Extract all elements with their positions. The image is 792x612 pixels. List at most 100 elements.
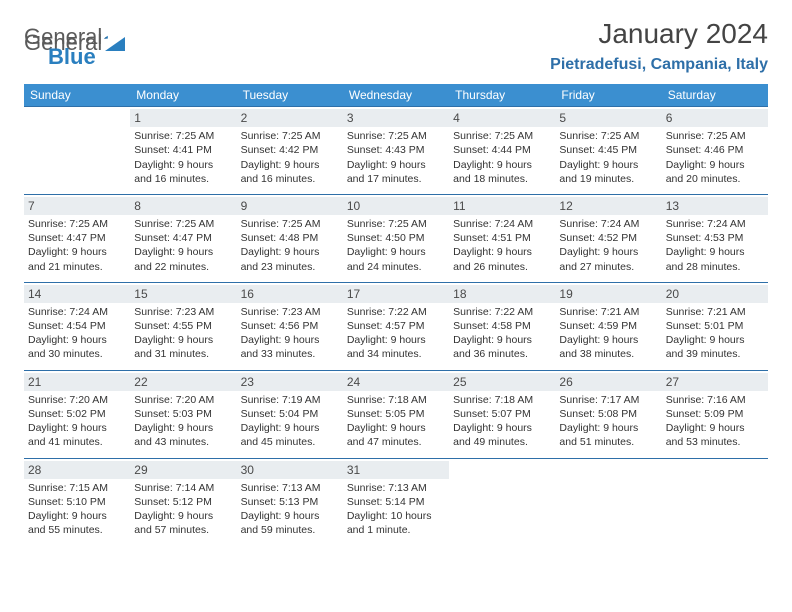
weekday-header: Wednesday: [343, 84, 449, 106]
empty-cell: [24, 106, 130, 194]
day-number: 22: [130, 373, 236, 391]
day-number: 10: [343, 197, 449, 215]
day-details: Sunrise: 7:25 AMSunset: 4:48 PMDaylight:…: [241, 217, 339, 274]
day-details: Sunrise: 7:25 AMSunset: 4:47 PMDaylight:…: [134, 217, 232, 274]
day-details: Sunrise: 7:25 AMSunset: 4:47 PMDaylight:…: [28, 217, 126, 274]
weekday-header: Saturday: [662, 84, 768, 106]
day-number: 25: [449, 373, 555, 391]
day-number: 24: [343, 373, 449, 391]
day-number: 31: [343, 461, 449, 479]
day-details: Sunrise: 7:17 AMSunset: 5:08 PMDaylight:…: [559, 393, 657, 450]
weekday-header: Tuesday: [237, 84, 343, 106]
day-number: 27: [662, 373, 768, 391]
day-details: Sunrise: 7:18 AMSunset: 5:07 PMDaylight:…: [453, 393, 551, 450]
title-block: January 2024 Pietradefusi, Campania, Ita…: [550, 18, 768, 74]
weekday-header: Thursday: [449, 84, 555, 106]
day-cell: 2 Sunrise: 7:25 AMSunset: 4:42 PMDaylight…: [237, 106, 343, 194]
day-cell: 7Sunrise: 7:25 AMSunset: 4:47 PMDaylight…: [24, 194, 130, 282]
empty-cell: [449, 458, 555, 546]
day-cell: 6 Sunrise: 7:25 AMSunset: 4:46 PMDaylight…: [662, 106, 768, 194]
logo-blue: Blue: [48, 44, 96, 70]
day-number: 15: [130, 285, 236, 303]
day-cell: 11 Sunrise: 7:24 AMSunset: 4:51 PMDayligh…: [449, 194, 555, 282]
day-number: 9: [237, 197, 343, 215]
day-details: Sunrise: 7:20 AMSunset: 5:03 PMDaylight:…: [134, 393, 232, 450]
day-details: Sunrise: 7:24 AMSunset: 4:54 PMDaylight:…: [28, 305, 126, 362]
day-details: Sunrise: 7:22 AMSunset: 4:57 PMDaylight:…: [347, 305, 445, 362]
location: Pietradefusi, Campania, Italy: [550, 56, 768, 74]
day-details: Sunrise: 7:25 AMSunset: 4:41 PMDaylight:…: [134, 129, 232, 186]
day-cell: 19 Sunrise: 7:21 AMSunset: 4:59 PMDayligh…: [555, 282, 661, 370]
day-details: Sunrise: 7:19 AMSunset: 5:04 PMDaylight:…: [241, 393, 339, 450]
day-cell: 20 Sunrise: 7:21 AMSunset: 5:01 PMDayligh…: [662, 282, 768, 370]
day-details: Sunrise: 7:23 AMSunset: 4:55 PMDaylight:…: [134, 305, 232, 362]
day-cell: 4 Sunrise: 7:25 AMSunset: 4:44 PMDaylight…: [449, 106, 555, 194]
day-number: 5: [555, 109, 661, 127]
empty-cell: [662, 458, 768, 546]
day-number: 1: [130, 109, 236, 127]
day-number: 21: [24, 373, 130, 391]
day-details: Sunrise: 7:25 AMSunset: 4:42 PMDaylight:…: [241, 129, 339, 186]
day-number: 13: [662, 197, 768, 215]
day-details: Sunrise: 7:25 AMSunset: 4:44 PMDaylight:…: [453, 129, 551, 186]
day-cell: 15 Sunrise: 7:23 AMSunset: 4:55 PMDayligh…: [130, 282, 236, 370]
day-details: Sunrise: 7:22 AMSunset: 4:58 PMDaylight:…: [453, 305, 551, 362]
day-details: Sunrise: 7:21 AMSunset: 4:59 PMDaylight:…: [559, 305, 657, 362]
day-details: Sunrise: 7:15 AMSunset: 5:10 PMDaylight:…: [28, 481, 126, 538]
weekday-header: Monday: [130, 84, 236, 106]
day-cell: 16Sunrise: 7:23 AMSunset: 4:56 PMDayligh…: [237, 282, 343, 370]
day-cell: 14 Sunrise: 7:24 AMSunset: 4:54 PMDayligh…: [24, 282, 130, 370]
day-details: Sunrise: 7:21 AMSunset: 5:01 PMDaylight:…: [666, 305, 764, 362]
day-number: 28: [24, 461, 130, 479]
day-cell: 29Sunrise: 7:14 AMSunset: 5:12 PMDayligh…: [130, 458, 236, 546]
day-cell: 9 Sunrise: 7:25 AMSunset: 4:48 PMDaylight…: [237, 194, 343, 282]
header: General January 2024 Pietradefusi, Campa…: [24, 18, 768, 74]
month-title: January 2024: [550, 18, 768, 50]
weekday-header: Sunday: [24, 84, 130, 106]
day-details: Sunrise: 7:13 AMSunset: 5:13 PMDaylight:…: [241, 481, 339, 538]
day-number: 26: [555, 373, 661, 391]
day-cell: 12 Sunrise: 7:24 AMSunset: 4:52 PMDayligh…: [555, 194, 661, 282]
day-cell: 21 Sunrise: 7:20 AMSunset: 5:02 PMDayligh…: [24, 370, 130, 458]
day-number: 3: [343, 109, 449, 127]
day-details: Sunrise: 7:23 AMSunset: 4:56 PMDaylight:…: [241, 305, 339, 362]
day-cell: 25 Sunrise: 7:18 AMSunset: 5:07 PMDayligh…: [449, 370, 555, 458]
day-details: Sunrise: 7:24 AMSunset: 4:53 PMDaylight:…: [666, 217, 764, 274]
day-details: Sunrise: 7:25 AMSunset: 4:46 PMDaylight:…: [666, 129, 764, 186]
day-details: Sunrise: 7:25 AMSunset: 4:43 PMDaylight:…: [347, 129, 445, 186]
day-number: 11: [449, 197, 555, 215]
day-number: 17: [343, 285, 449, 303]
day-number: 29: [130, 461, 236, 479]
day-number: 8: [130, 197, 236, 215]
day-details: Sunrise: 7:18 AMSunset: 5:05 PMDaylight:…: [347, 393, 445, 450]
day-number: 20: [662, 285, 768, 303]
day-cell: 27 Sunrise: 7:16 AMSunset: 5:09 PMDayligh…: [662, 370, 768, 458]
empty-cell: [555, 458, 661, 546]
day-number: 14: [24, 285, 130, 303]
day-details: Sunrise: 7:25 AMSunset: 4:50 PMDaylight:…: [347, 217, 445, 274]
day-cell: 30 Sunrise: 7:13 AMSunset: 5:13 PMDayligh…: [237, 458, 343, 546]
day-cell: 23 Sunrise: 7:19 AMSunset: 5:04 PMDayligh…: [237, 370, 343, 458]
day-number: 6: [662, 109, 768, 127]
logo-triangle-icon2: [105, 35, 127, 53]
day-number: 23: [237, 373, 343, 391]
day-cell: 26 Sunrise: 7:17 AMSunset: 5:08 PMDayligh…: [555, 370, 661, 458]
day-details: Sunrise: 7:13 AMSunset: 5:14 PMDaylight:…: [347, 481, 445, 538]
day-details: Sunrise: 7:20 AMSunset: 5:02 PMDaylight:…: [28, 393, 126, 450]
day-number: 19: [555, 285, 661, 303]
day-cell: 3 Sunrise: 7:25 AMSunset: 4:43 PMDaylight…: [343, 106, 449, 194]
day-details: Sunrise: 7:24 AMSunset: 4:51 PMDaylight:…: [453, 217, 551, 274]
day-cell: 13 Sunrise: 7:24 AMSunset: 4:53 PMDayligh…: [662, 194, 768, 282]
day-cell: 10 Sunrise: 7:25 AMSunset: 4:50 PMDayligh…: [343, 194, 449, 282]
day-number: 18: [449, 285, 555, 303]
day-number: 2: [237, 109, 343, 127]
day-details: Sunrise: 7:25 AMSunset: 4:45 PMDaylight:…: [559, 129, 657, 186]
weekday-header: Friday: [555, 84, 661, 106]
day-cell: 18 Sunrise: 7:22 AMSunset: 4:58 PMDayligh…: [449, 282, 555, 370]
day-number: 4: [449, 109, 555, 127]
day-number: 30: [237, 461, 343, 479]
day-number: 12: [555, 197, 661, 215]
day-details: Sunrise: 7:16 AMSunset: 5:09 PMDaylight:…: [666, 393, 764, 450]
day-cell: 28 Sunrise: 7:15 AMSunset: 5:10 PMDayligh…: [24, 458, 130, 546]
day-details: Sunrise: 7:24 AMSunset: 4:52 PMDaylight:…: [559, 217, 657, 274]
